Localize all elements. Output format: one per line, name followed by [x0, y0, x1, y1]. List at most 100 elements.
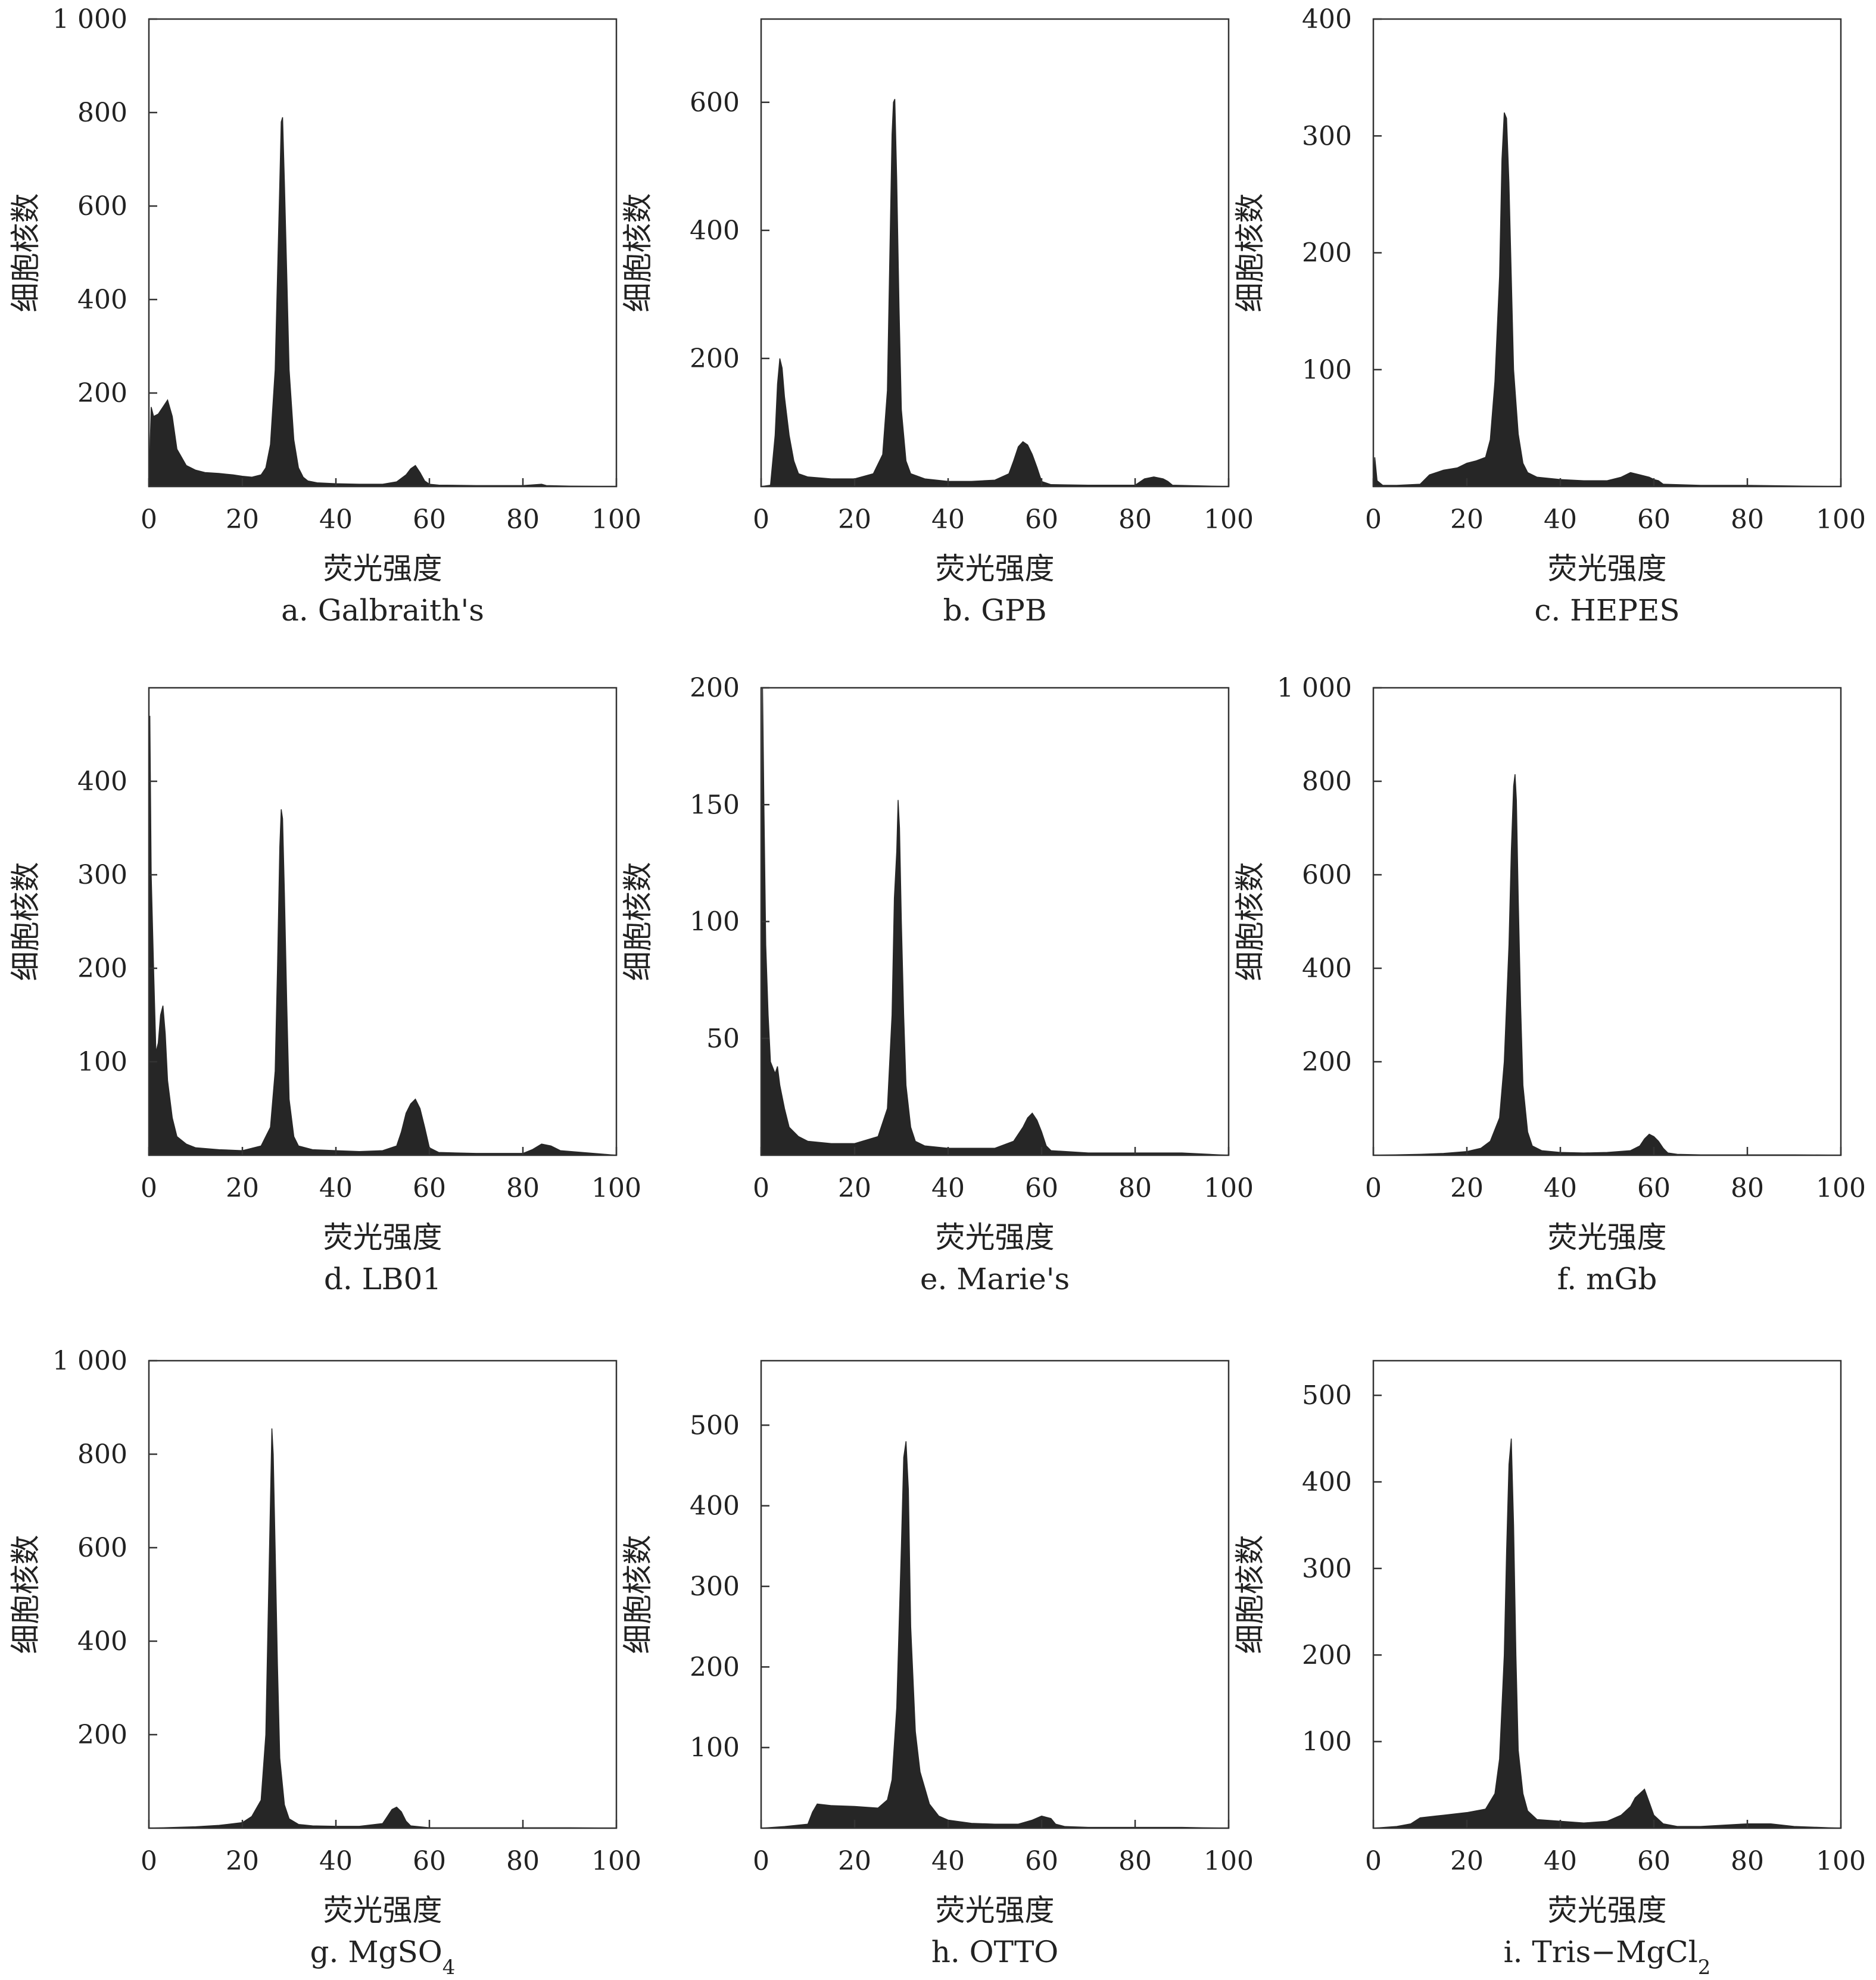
x-tick-label: 20: [226, 1846, 259, 1876]
x-axis-title: 荧光强度: [1548, 1220, 1667, 1255]
x-tick-label: 40: [319, 1846, 353, 1876]
x-tick-label: 80: [1731, 1173, 1764, 1203]
histogram-area-series: [149, 1428, 616, 1828]
y-tick-label: 800: [77, 98, 127, 128]
x-tick-label: 40: [1544, 1173, 1577, 1203]
x-tick-label: 60: [1025, 1173, 1058, 1203]
y-tick-label: 100: [1302, 1727, 1352, 1757]
x-tick-label: 80: [1118, 1173, 1152, 1203]
y-tick-label: 400: [690, 1491, 740, 1521]
histogram-panel-2: 0 20 40 60 80 100 200 400 600 荧光强度 细胞核数 b. GPB: [621, 18, 1254, 628]
y-tick-label: 400: [77, 285, 127, 315]
x-axis-title: 荧光强度: [936, 1893, 1055, 1928]
y-tick-label: 200: [1302, 1047, 1352, 1077]
panel-caption: g. MgSO4: [310, 1935, 456, 1979]
y-tick-label: 100: [690, 1733, 740, 1763]
x-tick-label: 0: [1365, 1173, 1382, 1203]
x-tick-label: 100: [591, 1173, 641, 1203]
x-tick-label: 80: [506, 1173, 540, 1203]
y-axis-title: 细胞核数: [621, 862, 655, 981]
y-tick-label: 200: [77, 953, 127, 984]
x-tick-label: 40: [931, 504, 965, 535]
histogram-area-series: [761, 1441, 1229, 1828]
x-tick-label: 100: [591, 1846, 641, 1876]
y-axis-title: 细胞核数: [8, 194, 43, 313]
y-tick-label: 800: [77, 1439, 127, 1470]
y-tick-label: 150: [690, 790, 740, 820]
x-axis-title: 荧光强度: [323, 1893, 442, 1928]
y-tick-label: 300: [1302, 121, 1352, 151]
x-tick-label: 80: [1731, 504, 1764, 535]
x-tick-label: 0: [753, 1173, 769, 1203]
x-tick-label: 80: [506, 504, 540, 535]
x-tick-label: 0: [1365, 504, 1382, 535]
y-axis-title: 细胞核数: [621, 1535, 655, 1654]
y-tick-label: 100: [1302, 355, 1352, 385]
x-tick-label: 60: [413, 1173, 446, 1203]
x-tick-label: 80: [506, 1846, 540, 1876]
y-tick-label: 300: [1302, 1554, 1352, 1584]
x-axis-title: 荧光强度: [936, 1220, 1055, 1255]
y-tick-label: 500: [1302, 1380, 1352, 1411]
panel-caption: i. Tris−MgCl2: [1504, 1935, 1711, 1979]
x-tick-label: 60: [413, 1846, 446, 1876]
panel-caption: f. mGb: [1557, 1262, 1657, 1296]
plot-frame: [1372, 687, 1842, 1156]
histogram-panel-9: 0 20 40 60 80 100 100 200 300 400 500 荧光强度 细胞核数 i. Tr…: [1233, 1360, 1866, 1979]
x-axis-title: 荧光强度: [323, 1220, 442, 1255]
panel-caption: h. OTTO: [931, 1935, 1059, 1969]
panel-caption: e. Marie's: [920, 1262, 1070, 1296]
y-tick-label: 100: [77, 1047, 127, 1077]
y-axis-title: 细胞核数: [1233, 862, 1267, 981]
plot-frame: [148, 687, 618, 1156]
y-tick-label: 400: [1302, 953, 1352, 984]
x-tick-label: 100: [1204, 1846, 1254, 1876]
x-tick-label: 20: [1450, 1846, 1484, 1876]
histogram-area-series: [149, 716, 616, 1155]
y-tick-label: 200: [690, 1652, 740, 1682]
plot-frame: [148, 18, 618, 488]
plot-frame: [1372, 18, 1842, 488]
x-tick-label: 0: [1365, 1846, 1382, 1876]
panel-caption: a. Galbraith's: [281, 593, 484, 628]
x-tick-label: 100: [1816, 504, 1866, 535]
y-tick-label: 400: [1302, 4, 1352, 35]
x-tick-label: 100: [1816, 1846, 1866, 1876]
histogram-panel-1: 0 20 40 60 80 100 200 400 600 800 1 000 荧光强度 细胞核数 a. …: [8, 4, 641, 628]
x-tick-label: 40: [931, 1846, 965, 1876]
x-tick-label: 40: [1544, 504, 1577, 535]
x-axis-title: 荧光强度: [936, 551, 1055, 586]
x-tick-label: 20: [226, 1173, 259, 1203]
y-axis-title: 细胞核数: [1233, 1535, 1267, 1654]
histogram-area-series: [1373, 112, 1841, 487]
y-tick-label: 50: [706, 1024, 740, 1054]
histogram-area-series: [1373, 1438, 1841, 1828]
histogram-panel-8: 0 20 40 60 80 100 100 200 300 400 500 荧光强度 细胞核数 h. OT…: [621, 1360, 1254, 1969]
y-tick-label: 200: [77, 1720, 127, 1750]
y-tick-label: 200: [1302, 238, 1352, 269]
y-tick-label: 1 000: [52, 1346, 127, 1376]
x-tick-label: 60: [1025, 1846, 1058, 1876]
x-tick-label: 60: [1025, 504, 1058, 535]
histogram-panel-6: 0 20 40 60 80 100 200 400 600 800 1 000 荧光强度 细胞核数 f. …: [1233, 673, 1866, 1296]
x-tick-label: 60: [413, 504, 446, 535]
x-tick-label: 20: [1450, 504, 1484, 535]
histogram-panel-7: 0 20 40 60 80 100 200 400 600 800 1 000 荧光强度 细胞核数 g. …: [8, 1346, 641, 1979]
y-tick-label: 200: [77, 378, 127, 409]
x-tick-label: 40: [1544, 1846, 1577, 1876]
y-tick-label: 400: [1302, 1467, 1352, 1498]
x-axis-title: 荧光强度: [323, 551, 442, 586]
y-tick-label: 400: [77, 1626, 127, 1657]
panel-caption: d. LB01: [324, 1262, 441, 1296]
histogram-panel-5: 0 20 40 60 80 100 50 100 150 200 荧光强度 细胞核数 e. Marie'…: [621, 673, 1254, 1296]
y-tick-label: 800: [1302, 766, 1352, 797]
y-tick-label: 600: [690, 88, 740, 118]
histogram-panel-4: 0 20 40 60 80 100 100 200 300 400 荧光强度 细胞核数 d. LB01: [8, 687, 641, 1296]
x-tick-label: 0: [753, 1846, 769, 1876]
y-tick-label: 300: [77, 860, 127, 890]
x-tick-label: 0: [141, 504, 157, 535]
x-tick-label: 20: [838, 1846, 871, 1876]
x-tick-label: 60: [1637, 1846, 1671, 1876]
y-tick-label: 200: [690, 673, 740, 703]
